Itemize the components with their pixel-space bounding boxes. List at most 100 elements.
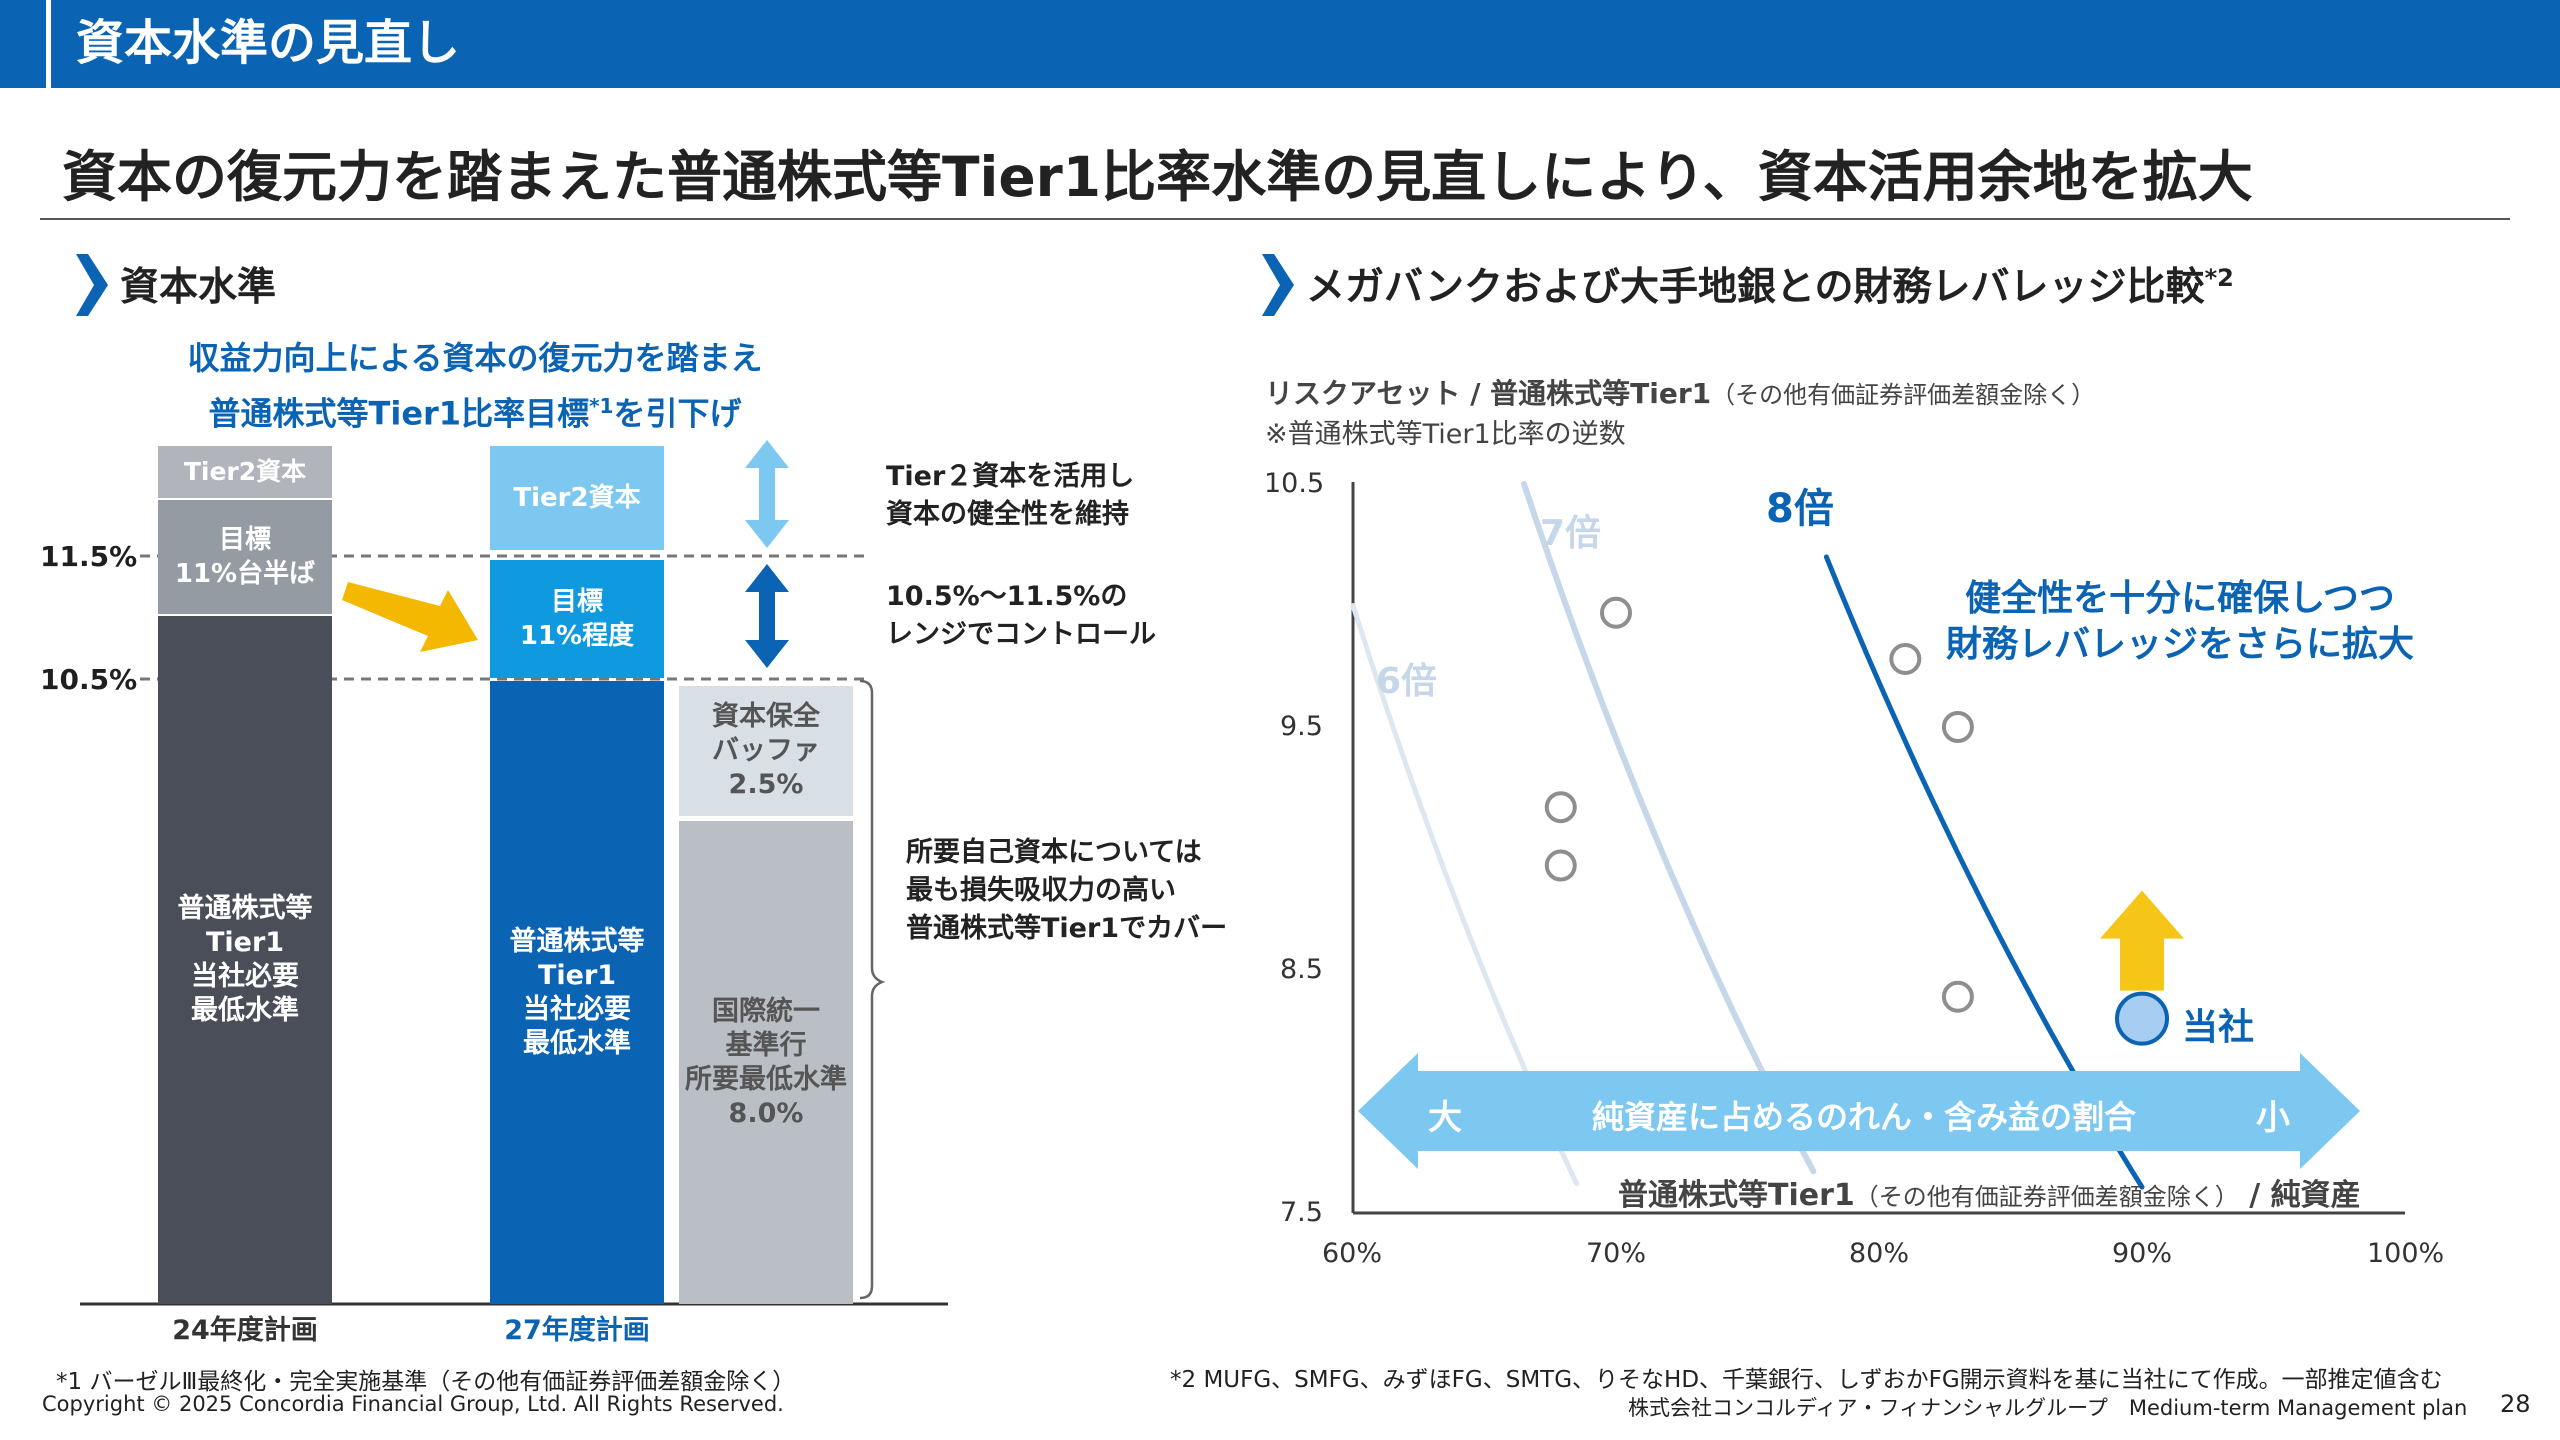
capital-note-sup: *1 [589, 394, 614, 418]
copyright: Copyright © 2025 Concordia Financial Gro… [42, 1392, 784, 1416]
anno-coverage-l3: 普通株式等Tier1でカバー [906, 913, 1228, 944]
callout-l2: 財務レバレッジをさらに拡大 [1945, 624, 2414, 665]
x-axis-title: 普通株式等Tier1（その他有価証券評価差額金除く） / 純資産 [1618, 1170, 2361, 1214]
peer-point-5 [1941, 711, 1974, 743]
capital-note-line1: 収益力向上による資本の復元力を踏まえ [187, 339, 763, 377]
anno-coverage-l1: 所要自己資本については [906, 837, 1202, 868]
anno-range-l1: 10.5%～11.5%の [886, 581, 1128, 612]
capital-note: 収益力向上による資本の復元力を踏まえ 普通株式等Tier1比率目標*1を引下げ [150, 334, 800, 438]
bar3-buffer-l2: バッファ [712, 735, 820, 766]
x-tick-90: 90% [2112, 1238, 2173, 1269]
bar2-cet1-l1: 普通株式等 [509, 925, 645, 957]
arrow-label-large: 大 [1428, 1098, 1462, 1138]
y-axis-note: ※普通株式等Tier1比率の逆数 [1265, 419, 1626, 450]
left-section-title: 資本水準 [120, 265, 277, 310]
capital-note-line2-tail: を引下げ [613, 394, 742, 433]
bar3-min-l3: 所要最低水準 [685, 1063, 847, 1095]
level-label-11-5: 11.5% [40, 540, 138, 573]
ratio-double-arrow [1358, 1053, 2360, 1169]
headline: 資本の復元力を踏まえた普通株式等Tier1比率水準の見直しにより、資本活用余地を… [62, 145, 2253, 209]
bar1-tier2-text: Tier2資本 [183, 457, 307, 486]
bar2-cet1-l3: 当社必要 [523, 993, 631, 1025]
anno-range: 10.5%～11.5%の レンジでコントロール [886, 578, 1156, 654]
bar3-minimum: 国際統一 基準行 所要最低水準 8.0% [679, 821, 853, 1304]
bar2-cet1-l2: Tier1 [537, 959, 617, 991]
peer-point-2 [1544, 791, 1577, 824]
upward-arrow [2100, 890, 2184, 991]
peer-point-3 [1544, 849, 1577, 882]
footnote-1: *1 バーゼルⅢ最終化・完全実施基準（その他有価証券評価差額金除く） [56, 1369, 796, 1395]
anno-range-l2: レンジでコントロール [886, 619, 1156, 650]
footer-company: 株式会社コンコルディア・フィナンシャルグループ Medium-term Mana… [1628, 1396, 2468, 1420]
bar3-min-l1: 国際統一 [712, 995, 820, 1027]
bar1-cet1: 普通株式等 Tier1 当社必要 最低水準 [158, 616, 332, 1304]
y-axis-title-small: （その他有価証券評価差額金除く） [1711, 381, 2096, 409]
bar1-cet1-l3: 当社必要 [191, 961, 299, 992]
bar1-target-l1: 目標 [218, 525, 271, 555]
yellow-arrow [342, 582, 478, 652]
bar1-cet1-l4: 最低水準 [191, 995, 299, 1026]
right-section-sup: *2 [2204, 264, 2234, 292]
section-chevron-icon-right [1262, 254, 1294, 316]
anno-coverage: 所要自己資本については 最も損失吸収力の高い 普通株式等Tier1でカバー [906, 834, 1227, 948]
footnote-2: *2 MUFG、SMFG、みずほFG、SMTG、りそなHD、千葉銀行、しずおかF… [1170, 1367, 2443, 1393]
bar2-target-l1: 目標 [550, 587, 603, 617]
right-section-title: メガバンクおよび大手地銀との財務レバレッジ比較*2 [1306, 256, 2234, 312]
bar2-target-l2: 11%程度 [519, 621, 635, 651]
bar1-target-l2: 11%台半ば [174, 559, 316, 589]
bar3-min-l4: 8.0% [728, 1097, 804, 1129]
bar1-cet1-l2: Tier1 [205, 927, 285, 958]
page-number: 28 [2500, 1390, 2531, 1418]
bar1-tier2: Tier2資本 [158, 446, 332, 498]
company-point [2115, 991, 2169, 1046]
x-axis-title-main: 普通株式等Tier1 [1618, 1178, 1855, 1213]
x-tick-60: 60% [1322, 1238, 1383, 1269]
bar2-target: 目標 11%程度 [490, 560, 664, 678]
bar1-target: 目標 11%台半ば [158, 500, 332, 614]
bar3-buffer-l3: 2.5% [728, 769, 804, 800]
x-tick-70: 70% [1586, 1238, 1647, 1269]
peer-point-6 [1941, 980, 1974, 1013]
range-double-arrow [745, 564, 789, 668]
y-tick-7-5: 7.5 [1280, 1197, 1323, 1228]
anno-tier2-l1: Tier２資本を活用し [886, 461, 1135, 492]
bar1-label: 24年度計画 [172, 1315, 318, 1346]
right-section-title-text: メガバンクおよび大手地銀との財務レバレッジ比較 [1306, 265, 2205, 310]
section-chevron-icon [76, 254, 108, 316]
arrow-label-middle: 純資産に占めるのれん・含み益の割合 [1592, 1098, 2137, 1136]
capital-note-line2: 普通株式等Tier1比率目標*1を引下げ [150, 382, 800, 438]
curve-label-8x: 8倍 [1766, 486, 1834, 532]
page-title: 資本水準の見直し [76, 15, 461, 71]
capital-note-line2-text: 普通株式等Tier1比率目標 [208, 394, 590, 433]
company-label: 当社 [2182, 1007, 2255, 1048]
tier2-double-arrow [745, 440, 789, 548]
title-bar [0, 0, 2560, 88]
bar2-cet1-l4: 最低水準 [523, 1027, 631, 1059]
x-axis-title-tail: / 純資産 [2249, 1178, 2361, 1213]
y-axis-title: リスクアセット / 普通株式等Tier1（その他有価証券評価差額金除く） [1265, 372, 2095, 412]
peer-point-4 [1889, 642, 1922, 675]
headline-divider [40, 218, 2510, 220]
bar1-cet1-l1: 普通株式等 [177, 893, 313, 924]
x-axis-title-small: （その他有価証券評価差額金除く） [1854, 1183, 2239, 1211]
title-bar-accent [46, 0, 51, 88]
y-tick-10-5: 10.5 [1264, 468, 1325, 499]
bracket [859, 679, 886, 1300]
anno-tier2: Tier２資本を活用し 資本の健全性を維持 [886, 458, 1134, 534]
arrow-label-small: 小 [2256, 1098, 2290, 1138]
y-axis-title-main: リスクアセット / 普通株式等Tier1 [1265, 377, 1712, 410]
level-label-10-5: 10.5% [40, 663, 138, 696]
bar2-tier2-text: Tier2資本 [513, 483, 641, 513]
x-tick-100: 100% [2367, 1238, 2445, 1269]
y-tick-9-5: 9.5 [1280, 711, 1323, 742]
bar3-buffer: 資本保全 バッファ 2.5% [679, 686, 853, 816]
anno-coverage-l2: 最も損失吸収力の高い [906, 875, 1176, 906]
bar2-tier2: Tier2資本 [490, 446, 664, 550]
bar3-buffer-l1: 資本保全 [712, 701, 820, 732]
peer-point-1 [1600, 596, 1632, 629]
leverage-curve-7x [1521, 481, 1817, 1175]
curve-label-6x: 6倍 [1376, 661, 1438, 702]
bar2-cet1: 普通株式等 Tier1 当社必要 最低水準 [490, 681, 664, 1304]
curve-label-7x: 7倍 [1540, 513, 1602, 554]
